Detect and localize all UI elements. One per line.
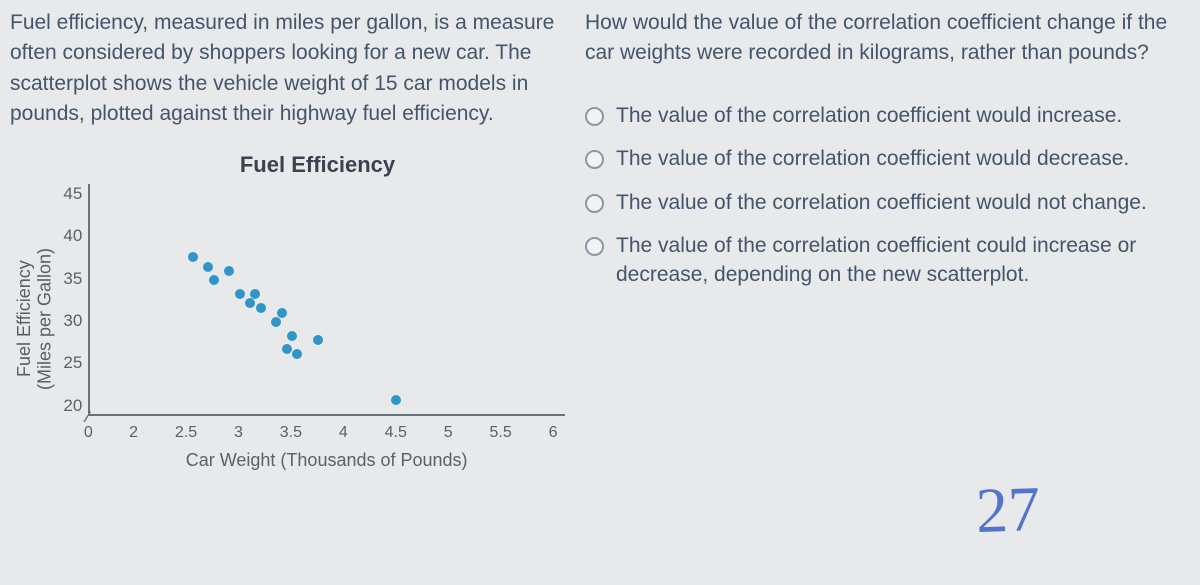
radio-icon[interactable] — [585, 237, 604, 256]
data-point — [287, 331, 297, 341]
chart-body: Fuel Efficiency (Miles per Gallon) 45403… — [10, 184, 565, 454]
data-point — [250, 289, 260, 299]
y-tick: 35 — [63, 269, 82, 289]
right-column: How would the value of the correlation c… — [585, 8, 1180, 577]
answer-options: The value of the correlation coefficient… — [585, 101, 1180, 290]
y-axis-label: Fuel Efficiency (Miles per Gallon) — [10, 184, 59, 454]
intro-paragraph: Fuel efficiency, measured in miles per g… — [10, 8, 565, 130]
y-tick: 40 — [63, 226, 82, 246]
plot-area: ∕∕ — [88, 184, 565, 416]
data-point — [391, 395, 401, 405]
answer-option[interactable]: The value of the correlation coefficient… — [585, 188, 1180, 217]
x-tick: 4 — [339, 424, 348, 442]
y-axis-ticks: 45 40 35 30 25 20 — [59, 184, 88, 442]
data-point — [245, 298, 255, 308]
data-point — [313, 335, 323, 345]
radio-icon[interactable] — [585, 150, 604, 169]
option-label: The value of the correlation coefficient… — [616, 231, 1180, 290]
x-tick: 0 — [84, 424, 93, 442]
left-column: Fuel efficiency, measured in miles per g… — [10, 8, 585, 577]
x-tick: 2.5 — [175, 424, 197, 442]
radio-icon[interactable] — [585, 194, 604, 213]
scatter-chart: Fuel Efficiency Fuel Efficiency (Miles p… — [10, 152, 565, 454]
data-point — [224, 266, 234, 276]
x-axis-ticks: 022.533.544.555.56 — [88, 424, 565, 444]
data-point — [277, 308, 287, 318]
x-tick: 4.5 — [385, 424, 407, 442]
chart-title: Fuel Efficiency — [70, 152, 565, 178]
y-tick: 30 — [63, 311, 82, 331]
question-text: How would the value of the correlation c… — [585, 8, 1180, 69]
answer-option[interactable]: The value of the correlation coefficient… — [585, 231, 1180, 290]
page-root: Fuel efficiency, measured in miles per g… — [0, 0, 1200, 585]
plot-column: ∕∕ 022.533.544.555.56 Car Weight (Thousa… — [88, 184, 565, 454]
data-point — [235, 289, 245, 299]
x-tick: 5.5 — [490, 424, 512, 442]
y-axis-label-line2: (Miles per Gallon) — [35, 248, 55, 390]
option-label: The value of the correlation coefficient… — [616, 144, 1129, 173]
y-tick: 45 — [63, 184, 82, 204]
handwritten-annotation: 27 — [975, 472, 1042, 548]
y-tick: 20 — [63, 396, 82, 416]
x-tick: 3 — [234, 424, 243, 442]
answer-option[interactable]: The value of the correlation coefficient… — [585, 101, 1180, 130]
data-point — [271, 317, 281, 327]
data-point — [188, 252, 198, 262]
answer-option[interactable]: The value of the correlation coefficient… — [585, 144, 1180, 173]
x-axis-label: Car Weight (Thousands of Pounds) — [88, 450, 565, 471]
data-point — [282, 344, 292, 354]
data-point — [203, 262, 213, 272]
y-tick: 25 — [63, 353, 82, 373]
x-tick: 5 — [444, 424, 453, 442]
x-tick: 2 — [129, 424, 138, 442]
data-point — [209, 275, 219, 285]
data-point — [256, 303, 266, 313]
y-axis-label-line1: Fuel Efficiency — [14, 260, 34, 377]
x-tick: 3.5 — [280, 424, 302, 442]
option-label: The value of the correlation coefficient… — [616, 101, 1122, 130]
option-label: The value of the correlation coefficient… — [616, 188, 1147, 217]
x-tick: 6 — [549, 424, 558, 442]
radio-icon[interactable] — [585, 107, 604, 126]
data-point — [292, 349, 302, 359]
